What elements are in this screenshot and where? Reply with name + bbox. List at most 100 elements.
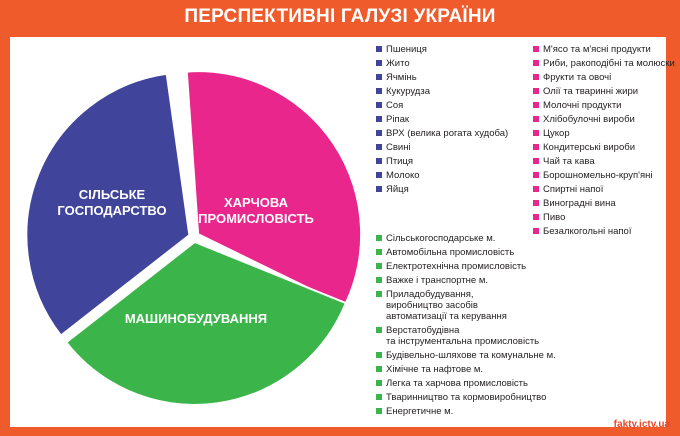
square-bullet-icon xyxy=(533,158,539,164)
machine-building-item-label: Електротехнічна промисловість xyxy=(386,261,527,272)
machine-building-item-label: Тваринництво та кормовиробництво xyxy=(386,392,547,403)
food-industry-item: Пиво xyxy=(533,212,675,223)
machine-building-item: Хімічне та нафтове м. xyxy=(376,364,556,375)
food-industry-item-label: Спиртні напої xyxy=(543,184,604,195)
square-bullet-icon xyxy=(376,158,382,164)
pie-chart: ХАРЧОВА ПРОМИСЛОВІСТЬ МАШИНОБУДУВАННЯ СІЛЬС… xyxy=(25,70,363,406)
food-industry-item: Спиртні напої xyxy=(533,184,675,195)
square-bullet-icon xyxy=(533,200,539,206)
square-bullet-icon xyxy=(376,291,382,297)
square-bullet-icon xyxy=(533,74,539,80)
food-industry-slice-label: ХАРЧОВА ПРОМИСЛОВІСТЬ xyxy=(198,195,314,226)
square-bullet-icon xyxy=(376,116,382,122)
machine-building-item-label: Будівельно-шляхове та комунальне м. xyxy=(386,350,556,361)
agriculture-item: Жито xyxy=(376,58,508,69)
food-industry-item: Цукор xyxy=(533,128,675,139)
page-title: ПЕРСПЕКТИВНІ ГАЛУЗІ УКРАЇНИ xyxy=(184,6,496,27)
food-industry-item-label: Виноградні вина xyxy=(543,198,616,209)
machine-building-item: Електротехнічна промисловість xyxy=(376,261,556,272)
machine-building-item-label: Енергетичне м. xyxy=(386,406,454,417)
agriculture-item: Кукурудза xyxy=(376,86,508,97)
agriculture-slice-label: СІЛЬСЬКЕ ГОСПОДАРСТВО xyxy=(57,187,166,218)
food-industry-item-label: Чай та кава xyxy=(543,156,595,167)
machine-building-item-label: Сільськогосподарське м. xyxy=(386,233,496,244)
agriculture-item-label: Пшениця xyxy=(386,44,427,55)
food-industry-item: Виноградні вина xyxy=(533,198,675,209)
agriculture-item-label: Соя xyxy=(386,100,404,111)
square-bullet-icon xyxy=(376,74,382,80)
food-industry-item-label: Цукор xyxy=(543,128,570,139)
machine-building-item-label: Хімічне та нафтове м. xyxy=(386,364,484,375)
food-industry-item-label: Молочні продукти xyxy=(543,100,622,111)
agriculture-item: Ріпак xyxy=(376,114,508,125)
square-bullet-icon xyxy=(533,116,539,122)
food-industry-item-label: Хлібобулочні вироби xyxy=(543,114,635,125)
square-bullet-icon xyxy=(376,366,382,372)
machine-building-item-label: Автомобільна промисловість xyxy=(386,247,515,258)
machine-building-slice-label: МАШИНОБУДУВАННЯ xyxy=(125,311,267,326)
agriculture-item: Ячмінь xyxy=(376,72,508,83)
machine-building-item: Будівельно-шляхове та комунальне м. xyxy=(376,350,556,361)
food-industry-item-label: Борошномельно-круп'яні xyxy=(543,170,653,181)
square-bullet-icon xyxy=(533,130,539,136)
agriculture-item-label: ВРХ (велика рогата худоба) xyxy=(386,128,509,139)
square-bullet-icon xyxy=(533,228,539,234)
square-bullet-icon xyxy=(376,352,382,358)
square-bullet-icon xyxy=(376,277,382,283)
food-industry-item: М'ясо та м'ясні продукти xyxy=(533,44,675,55)
agriculture-item: Яйця xyxy=(376,184,508,195)
square-bullet-icon xyxy=(533,46,539,52)
food-industry-item: Молочні продукти xyxy=(533,100,675,111)
food-industry-slice xyxy=(185,70,363,307)
food-industry-list: М'ясо та м'ясні продукти Риби, ракоподібн… xyxy=(533,44,675,240)
source-label: fakty.ictv.ua xyxy=(613,419,670,430)
agriculture-item: Молоко xyxy=(376,170,508,181)
agriculture-item-label: Кукурудза xyxy=(386,86,430,97)
machine-building-list: Сільськогосподарське м. Автомобільна пром… xyxy=(376,233,556,420)
square-bullet-icon xyxy=(376,102,382,108)
machine-building-item-label: Легка та харчова промисловість xyxy=(386,378,528,389)
square-bullet-icon xyxy=(376,60,382,66)
square-bullet-icon xyxy=(533,172,539,178)
square-bullet-icon xyxy=(533,102,539,108)
machine-building-item: Приладобудування, виробництво засобів ав… xyxy=(376,289,556,322)
agriculture-item: ВРХ (велика рогата худоба) xyxy=(376,128,508,139)
machine-building-item: Важке і транспортне м. xyxy=(376,275,556,286)
square-bullet-icon xyxy=(376,249,382,255)
machine-building-item-label: Верстатобудівна та інструментальна проми… xyxy=(386,325,540,347)
agriculture-item: Свині xyxy=(376,142,508,153)
machine-building-item: Легка та харчова промисловість xyxy=(376,378,556,389)
food-industry-item: Хлібобулочні вироби xyxy=(533,114,675,125)
square-bullet-icon xyxy=(376,380,382,386)
food-industry-item: Фрукти та овочі xyxy=(533,72,675,83)
square-bullet-icon xyxy=(376,394,382,400)
square-bullet-icon xyxy=(376,327,382,333)
square-bullet-icon xyxy=(533,60,539,66)
food-industry-item: Риби, ракоподібні та молюски xyxy=(533,58,675,69)
agriculture-item-label: Ріпак xyxy=(386,114,410,125)
agriculture-item-label: Птиця xyxy=(386,156,414,167)
machine-building-item: Сільськогосподарське м. xyxy=(376,233,556,244)
chart-panel: ХАРЧОВА ПРОМИСЛОВІСТЬ МАШИНОБУДУВАННЯ СІЛЬС… xyxy=(10,37,675,427)
agriculture-item-label: Жито xyxy=(386,58,410,69)
square-bullet-icon xyxy=(376,46,382,52)
food-industry-item: Кондитерські вироби xyxy=(533,142,675,153)
agriculture-item: Пшениця xyxy=(376,44,508,55)
food-industry-item: Олії та тваринні жири xyxy=(533,86,675,97)
machine-building-item-label: Приладобудування, виробництво засобів ав… xyxy=(386,289,507,322)
agriculture-item-label: Молоко xyxy=(386,170,420,181)
agriculture-list: Пшениця Жито Ячмінь Кукурудза Соя Ріпак ВРХ (в… xyxy=(376,44,508,198)
machine-building-item: Автомобільна промисловість xyxy=(376,247,556,258)
square-bullet-icon xyxy=(376,186,382,192)
square-bullet-icon xyxy=(376,88,382,94)
food-industry-item-label: Пиво xyxy=(543,212,566,223)
square-bullet-icon xyxy=(533,88,539,94)
square-bullet-icon xyxy=(376,235,382,241)
food-industry-item: Безалкогольні напої xyxy=(533,226,675,237)
food-industry-item-label: Фрукти та овочі xyxy=(543,72,612,83)
agriculture-item-label: Яйця xyxy=(386,184,409,195)
square-bullet-icon xyxy=(376,263,382,269)
square-bullet-icon xyxy=(376,408,382,414)
food-industry-item-label: Риби, ракоподібні та молюски xyxy=(543,58,675,69)
machine-building-slice xyxy=(64,240,348,406)
